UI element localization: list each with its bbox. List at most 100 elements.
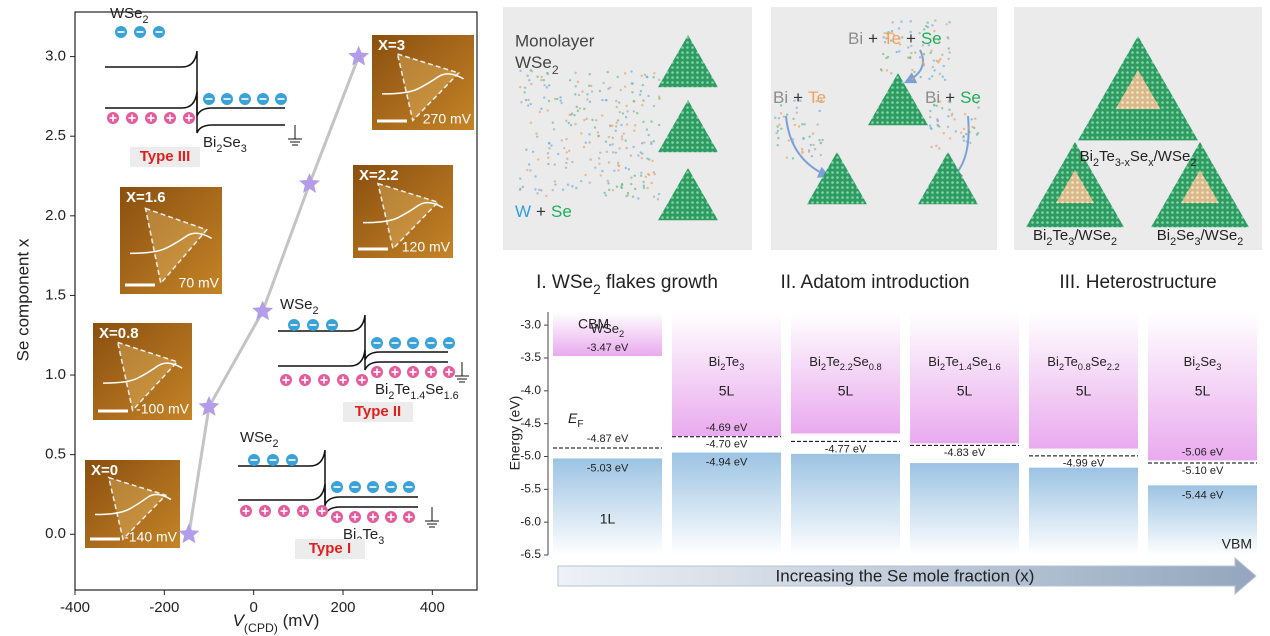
fermi-label: -4.83 eV — [944, 447, 986, 459]
atom-dot — [948, 21, 951, 24]
atom-dot — [600, 114, 604, 117]
atom-dot — [657, 123, 661, 127]
atom-dot — [954, 130, 957, 133]
atom-dot — [565, 137, 568, 141]
atom-dot — [601, 169, 604, 173]
atom-dot — [810, 154, 814, 158]
heterostructure-label: Bi2Te3/WSe2 — [1033, 227, 1117, 248]
atom-dot — [890, 72, 893, 75]
atom-dot — [971, 125, 974, 129]
atom-dot — [553, 163, 556, 166]
atom-dot — [584, 141, 587, 144]
atom-dot — [642, 184, 646, 187]
atom-dot — [797, 125, 801, 128]
scale-label: 270 mV — [423, 111, 472, 127]
atom-dot — [571, 160, 574, 164]
atom-dot — [631, 82, 634, 85]
atom-dot — [540, 78, 543, 82]
atom-dot — [593, 126, 597, 129]
atom-dot — [946, 125, 950, 129]
atom-dot — [568, 149, 571, 152]
atom-dot — [910, 51, 913, 55]
atom-dot — [630, 176, 633, 179]
y-tick-label: -5.5 — [520, 481, 541, 495]
atom-dot — [559, 96, 562, 99]
atom-dot — [652, 76, 655, 79]
atom-dot — [551, 121, 555, 124]
y-tick-label: -6.0 — [520, 514, 541, 528]
text-part: Te — [945, 354, 959, 369]
atom-dot — [775, 131, 778, 135]
atom-dot — [618, 147, 621, 150]
afm-image — [372, 35, 474, 130]
atom-dot — [607, 87, 610, 90]
atom-dot — [547, 162, 550, 166]
band-edge — [105, 91, 285, 134]
atom-dot — [650, 181, 653, 185]
atom-dot — [586, 98, 589, 101]
cbm-label: -5.06 eV — [1182, 446, 1224, 458]
atom-dot — [574, 122, 577, 126]
valence-band — [672, 452, 781, 555]
text-part: Se — [425, 381, 443, 398]
atom-dot — [641, 152, 644, 155]
atom-dot — [534, 175, 537, 178]
atom-dot — [914, 51, 917, 54]
text-part: /WSe — [1154, 148, 1191, 165]
y-tick-label: 1.5 — [45, 286, 66, 303]
type-label: Type I — [309, 540, 351, 557]
atom-dot — [774, 116, 777, 119]
atom-dot — [620, 135, 624, 138]
atom-dot — [932, 103, 936, 107]
atom-dot — [795, 111, 798, 114]
atom-dot — [937, 61, 940, 64]
atom-dot — [812, 143, 815, 147]
atom-dot — [633, 129, 636, 132]
atom-dot — [615, 121, 618, 125]
atom-dot — [527, 104, 530, 107]
scale-label: 70 mV — [179, 275, 220, 291]
atom-dot — [785, 156, 789, 159]
valence-band — [553, 458, 662, 555]
atom-dot — [656, 198, 660, 201]
atom-dot — [619, 88, 622, 92]
atom-dot — [624, 115, 628, 119]
atom-dot — [625, 123, 629, 126]
atom-dot — [521, 185, 525, 189]
atom-dot — [602, 81, 605, 85]
atom-dot — [551, 188, 554, 192]
atom-dot — [652, 171, 655, 174]
data-point — [178, 523, 200, 544]
atom-dot — [563, 146, 566, 150]
band-edge — [238, 449, 418, 506]
band-edge — [278, 314, 448, 361]
atom-dot — [787, 139, 790, 142]
atom-dot — [624, 139, 627, 142]
text-part: WSe — [110, 5, 143, 22]
text-part: Te — [725, 354, 739, 369]
atom-dot — [653, 172, 656, 176]
atom-dot — [928, 115, 932, 119]
y-tick-label: 2.0 — [45, 207, 66, 224]
valence-band — [791, 453, 900, 555]
text-part: WSe — [240, 429, 273, 446]
atom-dot — [651, 159, 654, 163]
atom-dot — [634, 187, 637, 191]
atom-dot — [583, 118, 586, 122]
atom-dot — [529, 102, 532, 106]
atom-dot — [526, 74, 529, 77]
atom-dot — [632, 110, 636, 113]
text-part: Bi — [809, 354, 821, 369]
atom-dot — [779, 104, 783, 107]
atom-dot — [778, 123, 781, 126]
atom-dot — [625, 194, 628, 198]
atom-dot — [590, 90, 594, 93]
atom-dot — [543, 96, 546, 99]
text-part: Bi — [1080, 148, 1093, 165]
atom-dot — [535, 135, 539, 138]
data-point — [198, 395, 220, 416]
atom-dot — [884, 37, 888, 40]
atom-dot — [803, 123, 806, 126]
atom-dot — [652, 140, 655, 143]
